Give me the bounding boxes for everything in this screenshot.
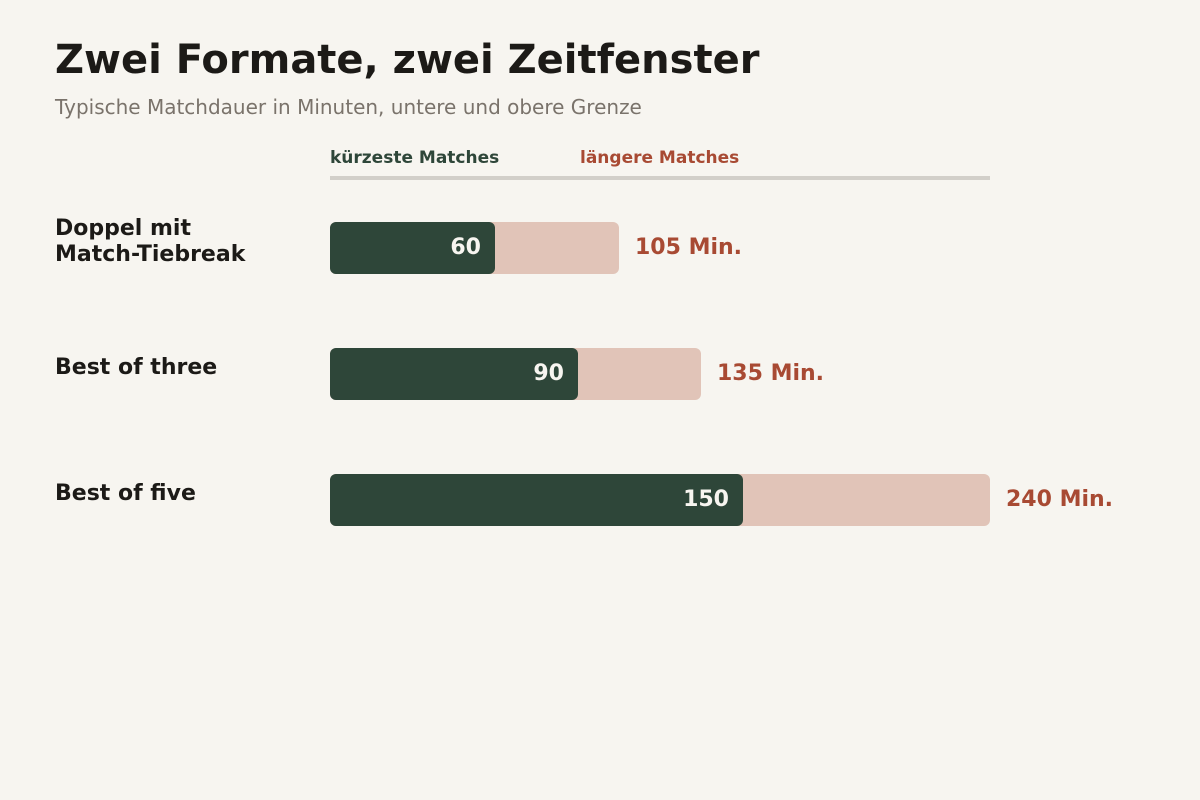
bar-area: 150 240 Min. <box>330 474 1113 526</box>
chart-subtitle: Typische Matchdauer in Minuten, untere u… <box>55 95 642 119</box>
bar-long-value-label: 135 Min. <box>717 361 825 386</box>
chart-row: Best of five 150 240 Min. <box>0 474 1200 526</box>
bar-short-value-label: 60 <box>450 235 481 260</box>
category-label: Doppel mit Match-Tiebreak <box>55 216 246 267</box>
legend-item-short: kürzeste Matches <box>330 148 500 168</box>
legend-divider <box>330 176 990 180</box>
bar-short-matches: 150 <box>330 474 743 526</box>
bar-short-value-label: 150 <box>683 487 729 512</box>
bar-short-value-label: 90 <box>533 361 564 386</box>
bar-long-value-label: 240 Min. <box>1006 487 1114 512</box>
bar-short-matches: 90 <box>330 348 578 400</box>
legend-item-long: längere Matches <box>580 148 740 168</box>
category-label: Best of three <box>55 355 218 380</box>
chart-row: Doppel mit Match-Tiebreak 60 105 Min. <box>0 216 1200 274</box>
bar-area: 90 135 Min. <box>330 348 990 400</box>
bar-area: 60 105 Min. <box>330 222 990 274</box>
chart-row: Best of three 90 135 Min. <box>0 348 1200 400</box>
bar-short-matches: 60 <box>330 222 495 274</box>
chart-title: Zwei Formate, zwei Zeitfenster <box>55 37 760 83</box>
category-label: Best of five <box>55 481 196 506</box>
bar-long-value-label: 105 Min. <box>635 235 743 260</box>
